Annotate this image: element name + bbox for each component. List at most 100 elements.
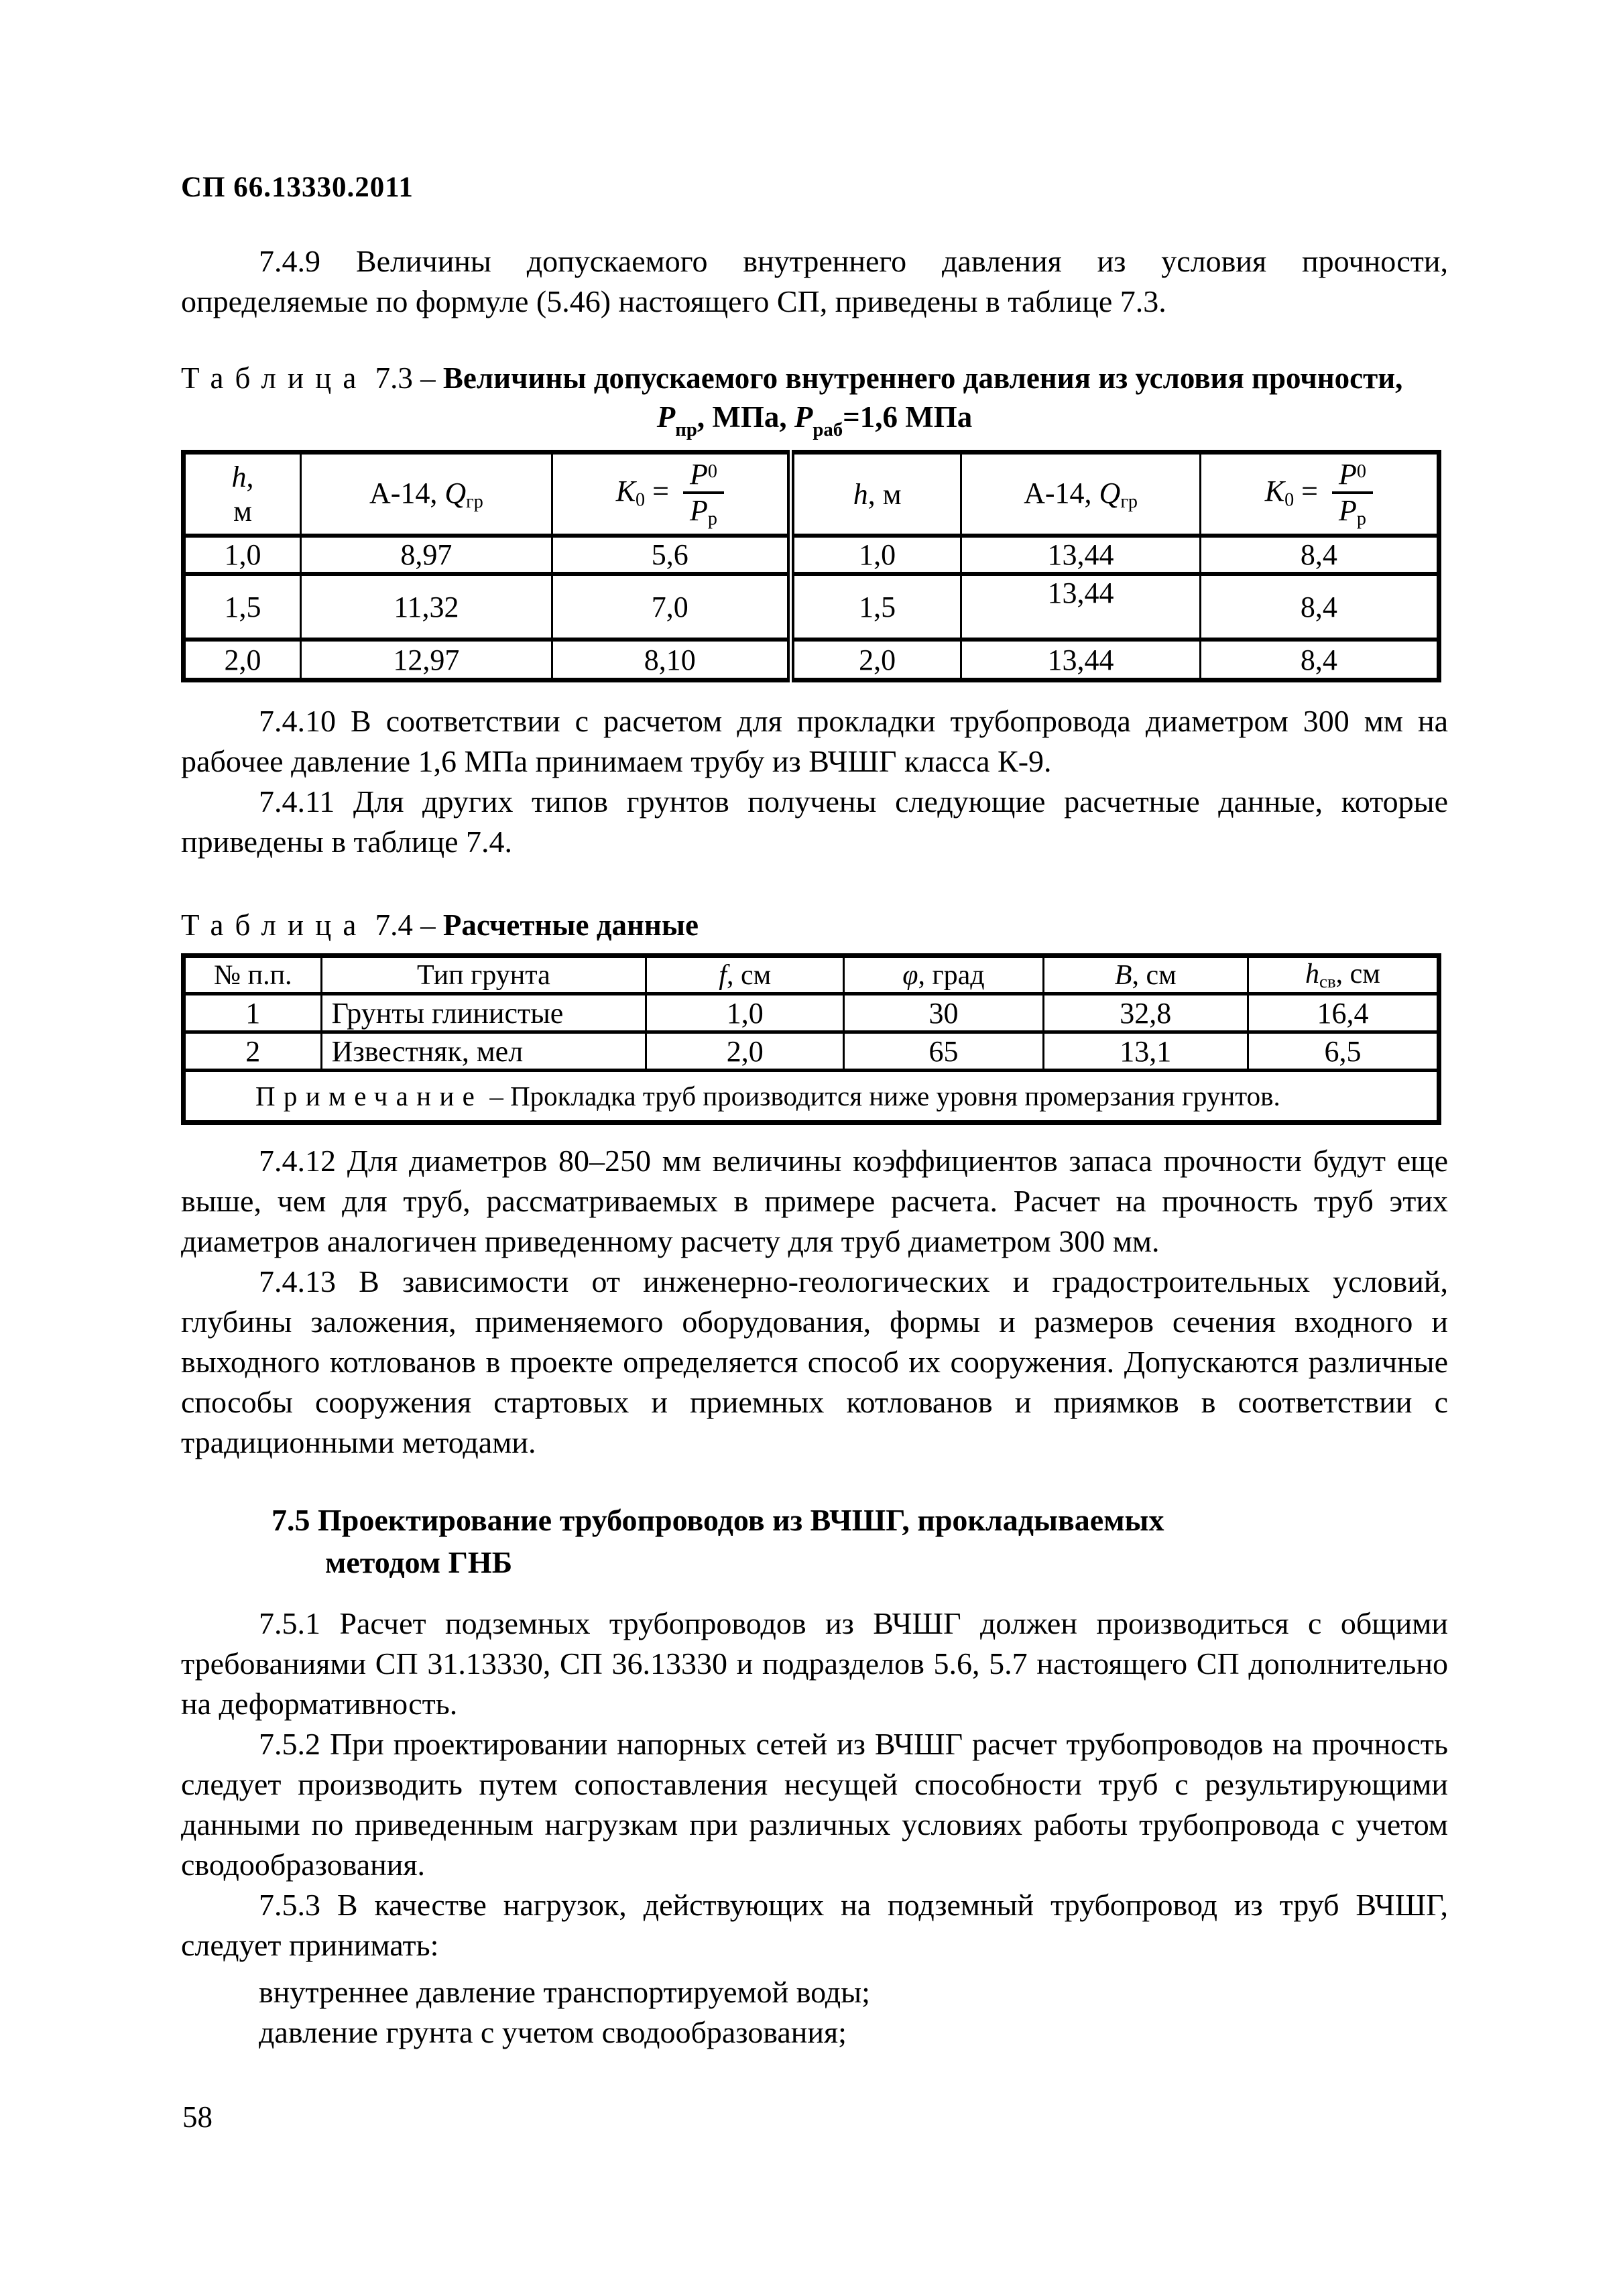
fraction-denominator: Pр	[690, 494, 717, 529]
q-subscript: гр	[466, 491, 483, 512]
p-symbol: P	[689, 458, 708, 491]
paragraph-7-4-13: 7.4.13 В зависимости от инженерно-геолог…	[181, 1264, 1448, 1459]
a14-label: А-14,	[1024, 476, 1099, 509]
paragraph-7-5-3: 7.5.3 В качестве нагрузок, действующих н…	[181, 1888, 1448, 1962]
fraction-numerator: P0	[682, 458, 724, 495]
fraction: P0 Pр	[682, 458, 724, 529]
table-cell: 6,5	[1246, 1031, 1441, 1071]
unit-cm: , см	[1132, 959, 1177, 991]
document-code-header: СП 66.13330.2011	[181, 172, 414, 203]
f-symbol: f	[719, 959, 727, 991]
p-symbol: P	[689, 494, 708, 528]
p-superscript: 0	[1356, 461, 1366, 483]
table-cell: Грунты глинистые	[320, 993, 648, 1033]
table-cell: 13,44	[960, 534, 1201, 575]
table-cell: Известняк, мел	[320, 1031, 648, 1071]
k-subscript: 0	[636, 489, 646, 511]
fraction: P0 Pр	[1331, 458, 1373, 529]
table-cell: 8,10	[550, 638, 792, 682]
h-subscript: св	[1319, 971, 1336, 991]
table-7-4-header-soil: Тип грунта	[320, 955, 648, 995]
a14-label: А-14,	[369, 476, 445, 509]
table-cell: 13,44	[960, 572, 1201, 641]
table-cell: 65	[843, 1031, 1044, 1071]
table-7-4-header-num: № п.п.	[182, 955, 322, 995]
q-symbol: Q	[444, 476, 467, 509]
equals-sign: =	[652, 475, 669, 508]
table-cell: 13,1	[1042, 1031, 1249, 1071]
p-subscript: р	[1356, 508, 1366, 530]
table-cell: 12,97	[300, 638, 553, 682]
table-7-4-header-row: № п.п. Тип грунта f, см φ, град B, см hс…	[182, 955, 1441, 995]
table-7-4-header-b: B, см	[1042, 955, 1249, 995]
table-cell: 13,44	[960, 638, 1201, 682]
table-cell: 11,32	[300, 572, 553, 641]
table-7-3-subtitle-symbol2: Р	[794, 400, 813, 434]
table-7-3-caption-title: Величины допускаемого внутреннего давлен…	[442, 361, 1403, 395]
unit-cm: , см	[1335, 959, 1380, 990]
table-7-3-header-row: h, м А-14, Qгр K0 = P0 Pр h, м	[182, 451, 1441, 537]
p-superscript: 0	[707, 461, 717, 483]
table-7-4-caption-dash: –	[420, 908, 436, 943]
table-7-3-caption-word: Таблица	[181, 361, 368, 395]
table-7-3-header-h: h, м	[182, 451, 302, 537]
table-7-3-caption-subtitle: Рпр, МПа, Рраб=1,6 МПа	[181, 397, 1448, 450]
table-row: 1 Грунты глинистые 1,0 30 32,8 16,4	[182, 993, 1441, 1033]
table-cell: 30	[843, 993, 1044, 1033]
paragraph-7-4-11: 7.4.11 Для других типов грунтов получены…	[181, 784, 1448, 859]
table-7-4-caption-title: Расчетные данные	[442, 908, 699, 943]
section-7-5-heading-line2: методом ГНБ	[325, 1545, 513, 1579]
list-item-soil-pressure: давление грунта с учетом сводообразовани…	[259, 2015, 847, 2049]
p-symbol: P	[1338, 458, 1357, 491]
k-symbol: K	[615, 475, 636, 508]
table-cell: 2,0	[786, 638, 963, 682]
comma: ,	[246, 461, 254, 494]
table-7-3-subtitle-value: =1,6 МПа	[843, 400, 973, 434]
paragraph-7-5-1: 7.5.1 Расчет подземных трубопроводов из …	[181, 1606, 1448, 1721]
table-cell: 1	[182, 993, 322, 1033]
k-subscript: 0	[1284, 489, 1295, 511]
table-7-3-header-k0-formula-2: K0 = P0 Pр	[1199, 451, 1441, 537]
table-cell: 8,97	[300, 534, 553, 575]
table-cell: 8,4	[1199, 638, 1441, 682]
p-subscript: р	[707, 508, 717, 530]
paragraph-7-4-12: 7.4.12 Для диаметров 80–250 мм величины …	[181, 1144, 1448, 1258]
fraction-denominator: Pр	[1339, 494, 1366, 529]
table-cell: 2,0	[645, 1031, 845, 1071]
table-7-4-caption-word: Таблица	[181, 908, 368, 943]
table-row: 2 Известняк, мел 2,0 65 13,1 6,5	[182, 1031, 1441, 1071]
table-cell: 2,0	[182, 638, 302, 682]
table-cell: 1,0	[645, 993, 845, 1033]
table-7-3-subtitle-subscript2: раб	[813, 419, 843, 441]
table-7-3-subtitle-units: , МПа,	[697, 400, 794, 434]
table-cell: 1,5	[182, 572, 302, 641]
table-cell: 32,8	[1042, 993, 1249, 1033]
note-label: Примечание	[255, 1081, 483, 1111]
page-number: 58	[182, 2100, 213, 2134]
table-cell: 7,0	[550, 572, 792, 641]
table-cell: 16,4	[1246, 993, 1441, 1033]
table-7-3-subtitle-symbol: Р	[656, 400, 676, 434]
table-7-3-header-h2: h, м	[786, 451, 963, 537]
table-7-4-note: Примечание – Прокладка труб производится…	[182, 1069, 1440, 1124]
table-cell: 1,0	[786, 534, 963, 575]
table-7-4-note-row: Примечание – Прокладка труб производится…	[182, 1069, 1440, 1124]
table-cell: 1,5	[786, 572, 963, 641]
list-item-internal-pressure: внутреннее давление транспортируемой вод…	[259, 1975, 870, 2009]
unit-grad: , град	[918, 959, 985, 991]
h-symbol: h	[1305, 959, 1320, 990]
table-7-3-caption-dash: –	[420, 361, 436, 395]
h-symbol: h	[231, 461, 247, 494]
page-content: СП 66.13330.2011 7.4.9 Величины допускае…	[181, 172, 1448, 2053]
table-7-3-subtitle-subscript: пр	[675, 419, 697, 441]
paragraph-7-4-10: 7.4.10 В соответствии с расчетом для про…	[181, 704, 1448, 779]
table-7-3-caption: Таблица 7.3 – Величины допускаемого внут…	[181, 359, 1448, 450]
table-7-4-header-f: f, см	[645, 955, 845, 995]
unit-m: , м	[867, 477, 902, 511]
table-7-4-header-phi: φ, град	[843, 955, 1044, 995]
table-7-3-header-k0-formula: K0 = P0 Pр	[550, 451, 792, 537]
table-row: 2,0 12,97 8,10 2,0 13,44 8,4	[182, 638, 1441, 682]
table-cell: 8,4	[1199, 534, 1441, 575]
table-cell: 1,0	[182, 534, 302, 575]
